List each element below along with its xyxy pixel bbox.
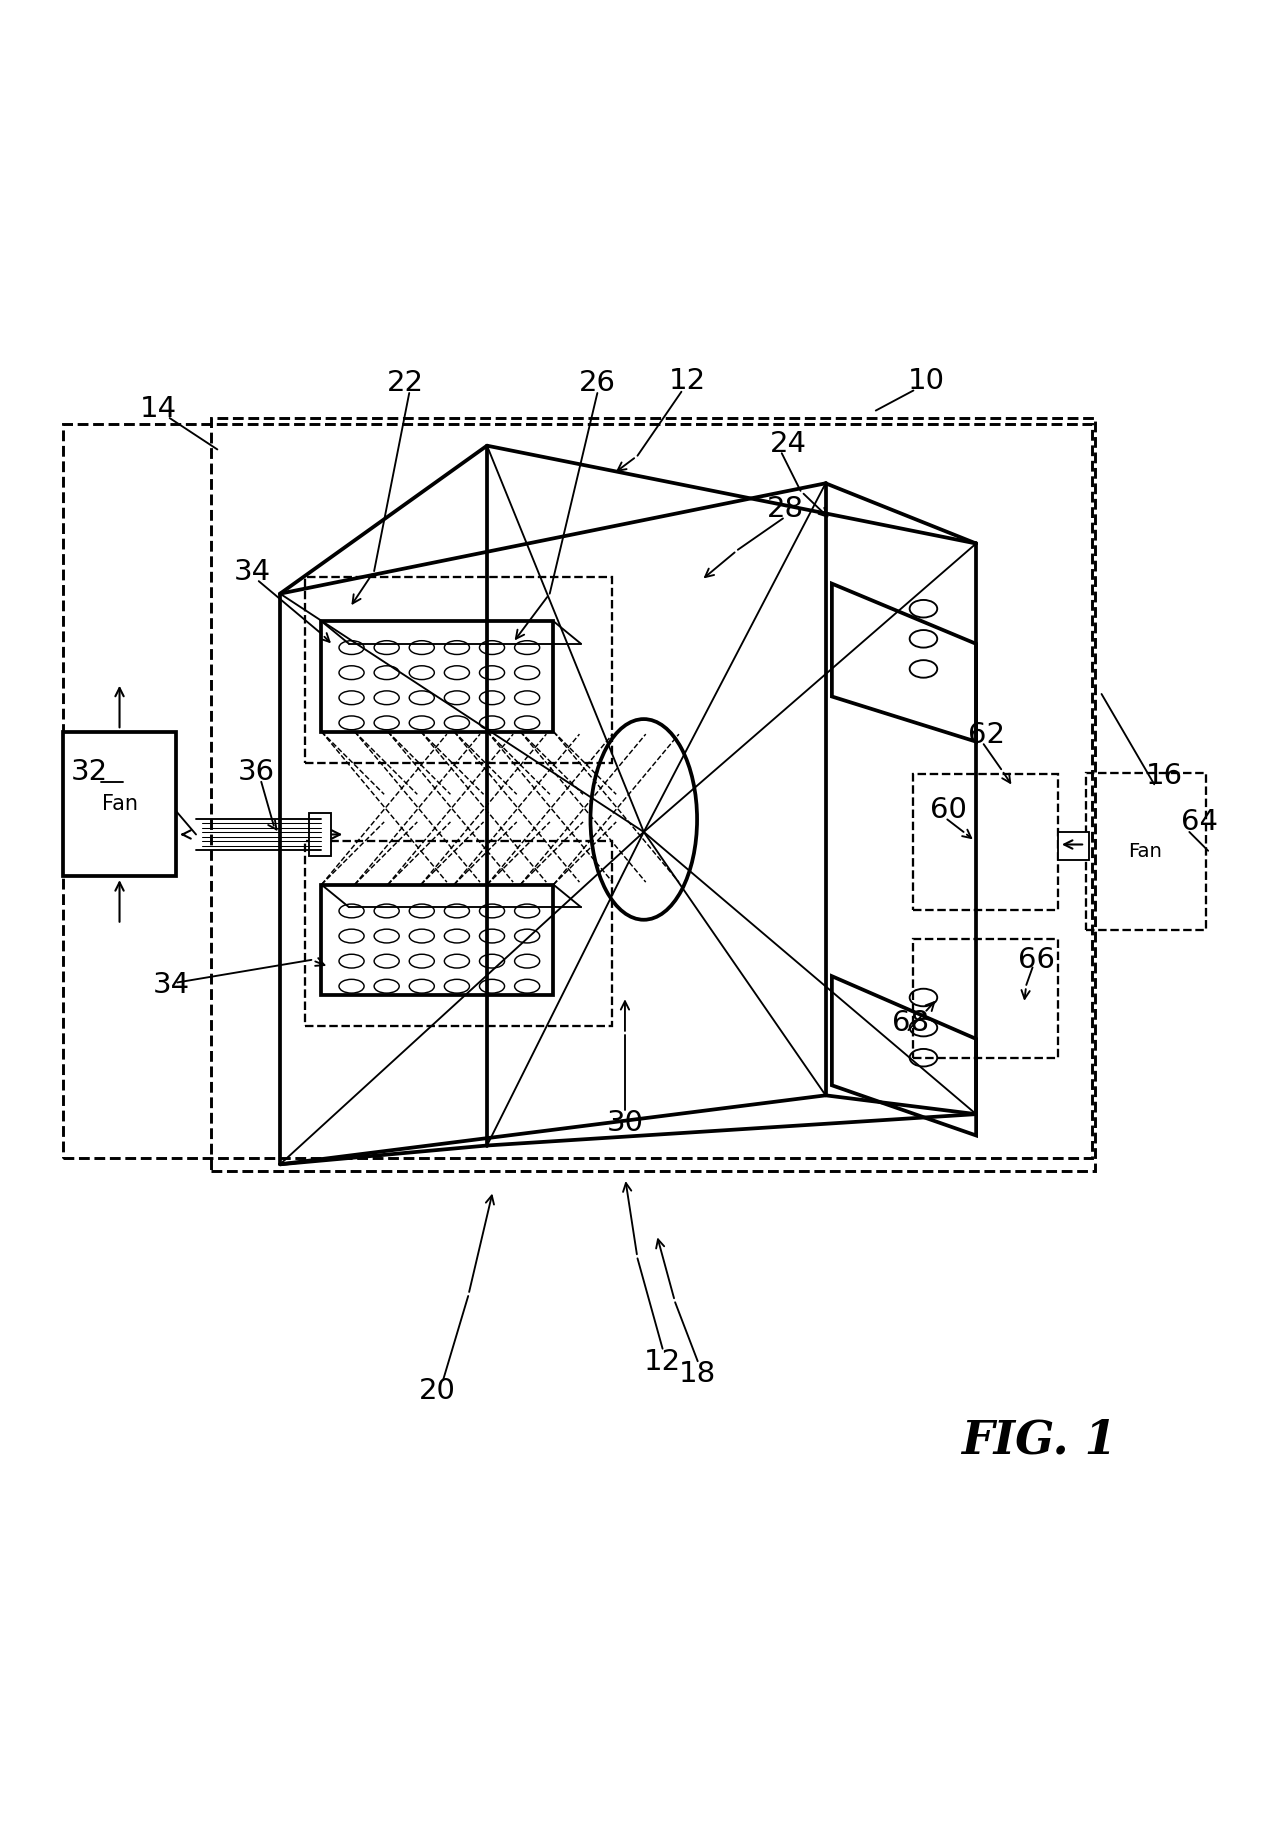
Polygon shape <box>831 583 977 742</box>
Text: 14: 14 <box>140 394 177 423</box>
Bar <box>62 732 176 876</box>
Text: 32: 32 <box>71 758 108 786</box>
Text: 16: 16 <box>1146 762 1183 789</box>
Text: 30: 30 <box>607 1110 644 1137</box>
Text: 28: 28 <box>768 495 805 523</box>
Text: FIG. 1: FIG. 1 <box>961 1417 1117 1463</box>
Text: 36: 36 <box>237 758 275 786</box>
Text: 12: 12 <box>644 1347 681 1374</box>
Bar <box>62 425 1091 1157</box>
Text: 60: 60 <box>929 795 966 824</box>
Text: Fan: Fan <box>1128 841 1163 861</box>
Bar <box>212 418 1095 1170</box>
Bar <box>321 622 553 732</box>
Text: 20: 20 <box>418 1376 455 1404</box>
Text: 26: 26 <box>579 370 616 397</box>
Bar <box>1058 832 1089 859</box>
Bar <box>913 938 1058 1058</box>
Text: 34: 34 <box>153 972 190 999</box>
Text: 64: 64 <box>1181 808 1218 835</box>
Text: 34: 34 <box>233 558 272 585</box>
Bar <box>1086 773 1206 929</box>
Text: 62: 62 <box>968 721 1005 749</box>
Text: 18: 18 <box>680 1360 717 1387</box>
Text: 22: 22 <box>388 370 425 397</box>
Text: 66: 66 <box>1017 946 1054 973</box>
Text: 10: 10 <box>908 366 945 396</box>
Bar <box>913 775 1058 911</box>
Text: 24: 24 <box>770 429 807 458</box>
Text: 12: 12 <box>669 366 706 396</box>
Ellipse shape <box>590 719 697 920</box>
Bar <box>305 578 612 764</box>
Bar <box>321 885 553 995</box>
Bar <box>305 841 612 1027</box>
Polygon shape <box>831 977 977 1135</box>
Text: 68: 68 <box>892 1008 929 1036</box>
Text: Fan: Fan <box>102 795 138 813</box>
Bar <box>309 813 332 856</box>
